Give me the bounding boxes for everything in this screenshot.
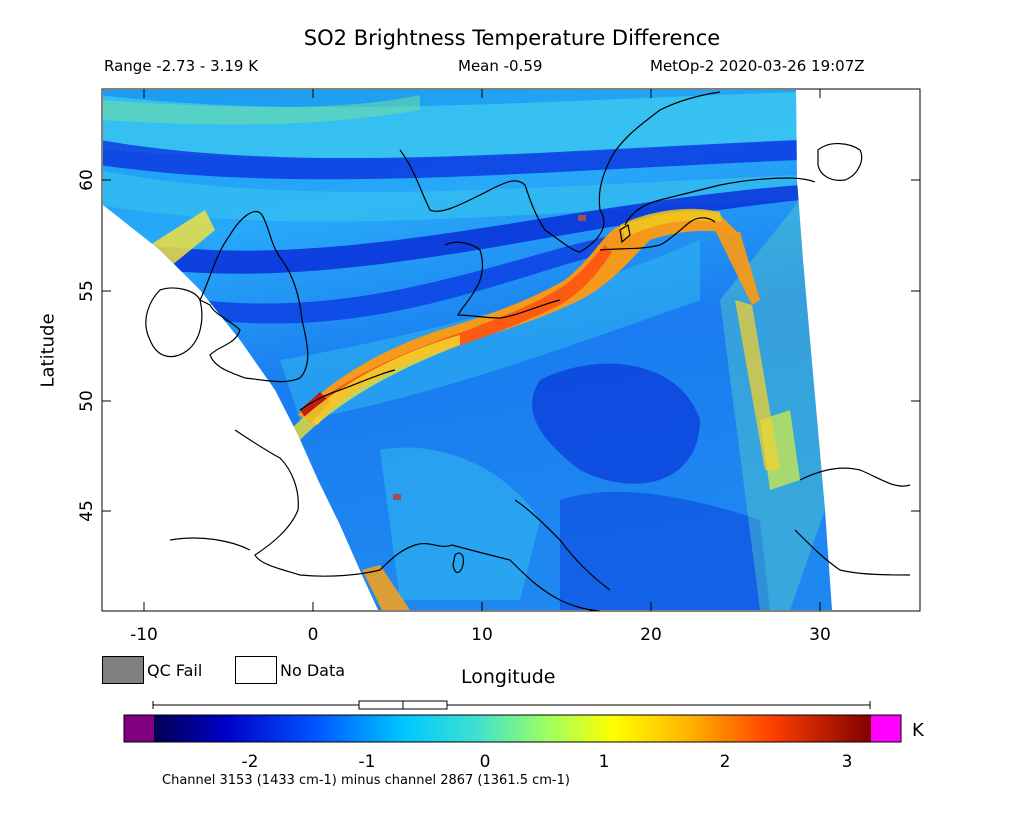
x-tick-label: 0	[308, 625, 319, 645]
so2-arm-east	[715, 230, 760, 305]
colorbar-under-range	[124, 715, 154, 742]
y-tick-label: 50	[77, 390, 97, 412]
green-edge	[720, 200, 825, 610]
dark-band-2	[150, 185, 800, 274]
qc-fail-pixel-1	[578, 215, 586, 221]
coast-corsica	[452, 552, 465, 574]
cyan-south	[380, 447, 540, 600]
y-tick-label: 55	[77, 280, 97, 302]
coast-baltic-finland	[624, 177, 816, 226]
x-axis-label: Longitude	[461, 666, 556, 688]
y-tick-label: 60	[77, 169, 97, 191]
y-tick-label: 45	[77, 500, 97, 522]
x-tick-label: 30	[809, 625, 831, 645]
coast-norway-sweden	[399, 91, 721, 253]
orange-southwest	[362, 565, 410, 610]
no-data-label: No Data	[280, 661, 346, 680]
dark-band-1	[103, 140, 800, 180]
distribution-boxplot	[152, 700, 871, 710]
colorbar-over-range	[871, 715, 901, 742]
so2-plume-yellow-halo	[290, 335, 460, 440]
coast-great-britain	[199, 210, 309, 383]
coastlines	[145, 91, 911, 612]
no-data-swatch	[235, 656, 277, 684]
coast-adriatic-italy	[451, 499, 611, 612]
mean-text: Mean -0.59	[458, 57, 543, 75]
qc-fail-pixel-2	[393, 494, 401, 500]
range-text: Range -2.73 - 3.19 K	[104, 57, 259, 75]
coast-france-benelux	[234, 369, 453, 577]
blue-east-blob	[532, 363, 700, 484]
colorbar-tick-label: 2	[720, 752, 731, 772]
colorbar-gradient	[154, 715, 871, 742]
coast-baltic-east	[599, 217, 716, 251]
y-axis-ticks	[102, 179, 920, 512]
qc-fail-swatch	[102, 656, 144, 684]
green-band-north	[103, 95, 420, 125]
coast-iceland-partial	[817, 143, 863, 181]
coast-denmark-germany	[444, 241, 561, 319]
so2-arm-east-trail	[735, 300, 780, 470]
colorbar-unit: K	[912, 720, 924, 741]
satellite-time-text: MetOp-2 2020-03-26 19:07Z	[650, 57, 865, 75]
x-tick-label: 10	[471, 625, 493, 645]
qc-fail-label: QC Fail	[147, 661, 203, 680]
colorbar-tick-label: 0	[480, 752, 491, 772]
x-tick-label: 20	[640, 625, 662, 645]
plot-title: SO2 Brightness Temperature Difference	[303, 26, 721, 50]
coast-black-sea	[794, 467, 911, 576]
colorbar-tick-label: -2	[242, 752, 259, 772]
colorbar-tick-label: 3	[842, 752, 853, 772]
colorbar	[123, 714, 902, 743]
coast-iberia-edge	[169, 537, 251, 551]
colorbar-tick-label: -1	[359, 752, 376, 772]
colorbar-frame	[123, 714, 902, 743]
y-axis-label: Latitude	[37, 313, 59, 388]
blue-southeast	[560, 491, 770, 610]
colorbar-tick-label: 1	[599, 752, 610, 772]
x-axis-ticks	[143, 89, 821, 611]
x-tick-label: -10	[130, 625, 158, 645]
channel-footnote: Channel 3153 (1433 cm-1) minus channel 2…	[162, 773, 570, 788]
so2-plume-ne	[620, 208, 722, 238]
coast-gotland	[619, 224, 631, 244]
coast-ireland	[145, 287, 203, 358]
